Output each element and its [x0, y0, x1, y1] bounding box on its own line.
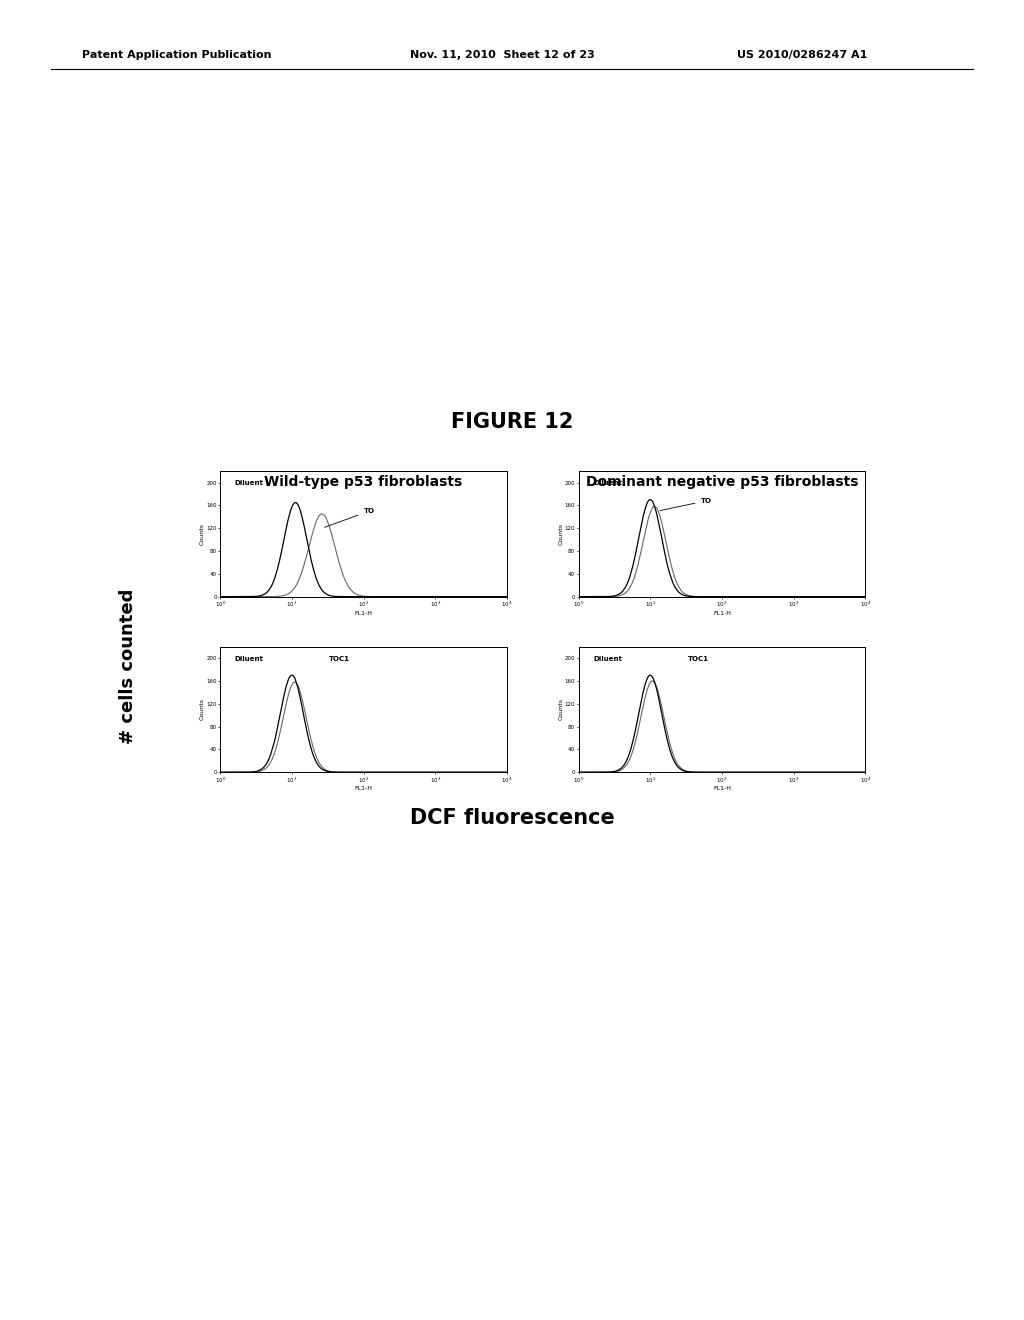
X-axis label: FL1-H: FL1-H — [713, 787, 731, 792]
Text: Dominant negative p53 fibroblasts: Dominant negative p53 fibroblasts — [586, 475, 858, 488]
Text: TOC1: TOC1 — [687, 656, 709, 661]
X-axis label: FL1-H: FL1-H — [354, 611, 373, 616]
Y-axis label: Counts: Counts — [558, 698, 563, 721]
Text: Diluent: Diluent — [593, 480, 622, 486]
Text: DCF fluorescence: DCF fluorescence — [410, 808, 614, 829]
Text: Diluent: Diluent — [593, 656, 622, 661]
Text: Diluent: Diluent — [234, 656, 263, 661]
X-axis label: FL1-H: FL1-H — [354, 787, 373, 792]
Text: TO: TO — [660, 498, 712, 511]
Text: FIGURE 12: FIGURE 12 — [451, 412, 573, 433]
Y-axis label: Counts: Counts — [558, 523, 563, 545]
Text: TOC1: TOC1 — [329, 656, 350, 661]
Y-axis label: Counts: Counts — [200, 523, 205, 545]
Text: TO: TO — [325, 508, 375, 527]
Text: Nov. 11, 2010  Sheet 12 of 23: Nov. 11, 2010 Sheet 12 of 23 — [410, 50, 594, 61]
Text: Patent Application Publication: Patent Application Publication — [82, 50, 271, 61]
Text: Wild-type p53 fibroblasts: Wild-type p53 fibroblasts — [264, 475, 463, 488]
X-axis label: FL1-H: FL1-H — [713, 611, 731, 616]
Y-axis label: Counts: Counts — [200, 698, 205, 721]
Text: Diluent: Diluent — [234, 480, 263, 486]
Text: # cells counted: # cells counted — [119, 589, 137, 744]
Text: US 2010/0286247 A1: US 2010/0286247 A1 — [737, 50, 867, 61]
